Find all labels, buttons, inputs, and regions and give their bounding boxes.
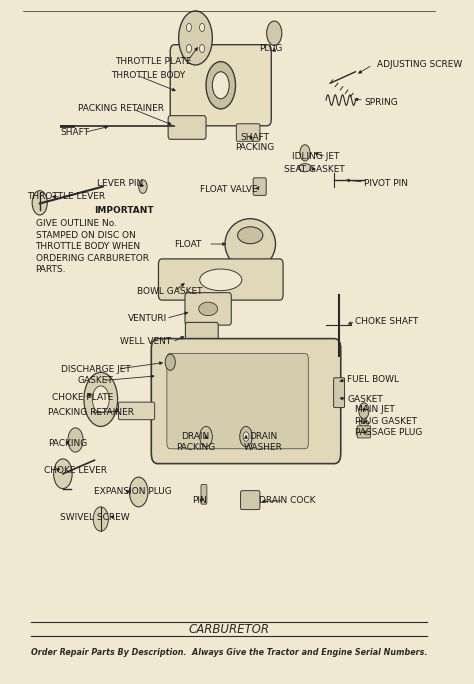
Text: PACKING RETAINER: PACKING RETAINER: [78, 105, 164, 114]
FancyBboxPatch shape: [357, 425, 371, 438]
Text: CHOKE SHAFT: CHOKE SHAFT: [356, 317, 419, 326]
FancyBboxPatch shape: [334, 378, 345, 408]
Circle shape: [206, 62, 236, 109]
Text: IDLING JET: IDLING JET: [292, 152, 340, 161]
Circle shape: [68, 428, 83, 452]
Text: STAMPED ON DISC ON: STAMPED ON DISC ON: [36, 231, 135, 240]
FancyBboxPatch shape: [237, 124, 260, 142]
Text: GASKET: GASKET: [78, 376, 113, 385]
Text: THROTTLE LEVER: THROTTLE LEVER: [27, 192, 105, 201]
Text: DRAIN COCK: DRAIN COCK: [259, 497, 315, 505]
Text: ORDERING CARBURETOR: ORDERING CARBURETOR: [36, 254, 148, 263]
Text: EXPANSION PLUG: EXPANSION PLUG: [94, 488, 172, 497]
Text: VENTURI: VENTURI: [128, 314, 167, 323]
FancyBboxPatch shape: [167, 354, 308, 449]
Text: DRAIN
WASHER: DRAIN WASHER: [244, 432, 283, 451]
Text: SPRING: SPRING: [364, 98, 398, 107]
FancyBboxPatch shape: [185, 293, 231, 325]
Text: PACKING RETAINER: PACKING RETAINER: [48, 408, 134, 417]
Text: WELL VENT: WELL VENT: [120, 337, 171, 347]
Text: GASKET: GASKET: [347, 395, 383, 404]
Text: CHOKE PLATE: CHOKE PLATE: [52, 393, 114, 402]
Text: PASSAGE PLUG: PASSAGE PLUG: [356, 428, 423, 437]
Circle shape: [300, 145, 310, 161]
Text: GIVE OUTLINE No.: GIVE OUTLINE No.: [36, 220, 117, 228]
Text: BOWL GASKET: BOWL GASKET: [137, 287, 202, 295]
FancyBboxPatch shape: [158, 259, 283, 300]
Ellipse shape: [299, 163, 311, 172]
Text: IMPORTANT: IMPORTANT: [94, 206, 154, 215]
Text: SHAFT
PACKING: SHAFT PACKING: [235, 133, 274, 153]
Ellipse shape: [359, 420, 369, 426]
Text: CARBURETOR: CARBURETOR: [189, 622, 270, 635]
Ellipse shape: [200, 269, 242, 291]
Circle shape: [165, 354, 175, 370]
FancyBboxPatch shape: [170, 44, 271, 126]
Circle shape: [186, 44, 191, 53]
Circle shape: [32, 191, 47, 215]
Text: FLOAT VALVE: FLOAT VALVE: [201, 185, 258, 194]
Ellipse shape: [199, 302, 218, 315]
Text: THROTTLE PLATE: THROTTLE PLATE: [115, 57, 191, 66]
Circle shape: [92, 386, 109, 413]
Ellipse shape: [237, 227, 263, 244]
Circle shape: [186, 23, 191, 31]
Circle shape: [243, 432, 249, 441]
Circle shape: [267, 21, 282, 45]
Circle shape: [84, 372, 118, 426]
Text: FLOAT: FLOAT: [174, 239, 202, 248]
Text: Order Repair Parts By Description.  Always Give the Tractor and Engine Serial Nu: Order Repair Parts By Description. Alway…: [31, 648, 428, 657]
Circle shape: [179, 11, 212, 65]
Circle shape: [200, 426, 212, 447]
Text: THROTTLE BODY WHEN: THROTTLE BODY WHEN: [36, 242, 141, 251]
Text: PIVOT PIN: PIVOT PIN: [364, 179, 408, 187]
Circle shape: [54, 459, 72, 488]
Text: DISCHARGE JET: DISCHARGE JET: [61, 365, 130, 373]
FancyBboxPatch shape: [240, 490, 260, 510]
Text: MAIN JET: MAIN JET: [356, 405, 395, 414]
FancyBboxPatch shape: [118, 402, 155, 420]
FancyBboxPatch shape: [151, 339, 341, 464]
Circle shape: [240, 426, 252, 447]
Text: THROTTLE BODY: THROTTLE BODY: [111, 70, 185, 79]
FancyBboxPatch shape: [253, 178, 266, 196]
Text: DRAIN
PACKING: DRAIN PACKING: [176, 432, 215, 451]
Text: CHOKE LEVER: CHOKE LEVER: [44, 466, 107, 475]
Text: PARTS.: PARTS.: [36, 265, 66, 274]
Circle shape: [129, 477, 148, 507]
Circle shape: [200, 44, 205, 53]
Circle shape: [359, 403, 369, 419]
Text: SWIVEL SCREW: SWIVEL SCREW: [60, 513, 129, 522]
Text: PLUG: PLUG: [260, 44, 283, 53]
Circle shape: [200, 23, 205, 31]
FancyBboxPatch shape: [201, 484, 207, 504]
Text: PIN: PIN: [192, 497, 207, 505]
Ellipse shape: [225, 219, 275, 269]
Circle shape: [139, 180, 147, 194]
Text: ADJUSTING SCREW: ADJUSTING SCREW: [376, 60, 462, 70]
Text: LEVER PIN: LEVER PIN: [97, 179, 143, 187]
Circle shape: [93, 507, 109, 531]
Text: SHAFT: SHAFT: [61, 128, 90, 137]
Text: PACKING: PACKING: [48, 439, 87, 448]
FancyBboxPatch shape: [168, 116, 206, 140]
Circle shape: [212, 72, 229, 98]
FancyBboxPatch shape: [185, 322, 218, 352]
Text: PLUG GASKET: PLUG GASKET: [356, 417, 418, 425]
Text: FUEL BOWL: FUEL BOWL: [347, 375, 399, 384]
Text: SEAT GASKET: SEAT GASKET: [284, 166, 345, 174]
